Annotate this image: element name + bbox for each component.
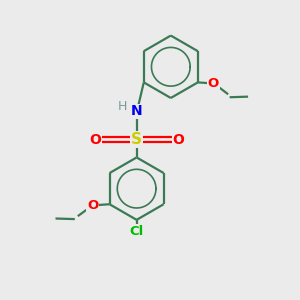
Text: N: N xyxy=(131,104,142,118)
Text: Cl: Cl xyxy=(130,225,144,238)
Text: O: O xyxy=(172,133,184,147)
Text: S: S xyxy=(131,132,142,147)
Text: H: H xyxy=(118,100,127,113)
Text: O: O xyxy=(89,133,101,147)
Text: O: O xyxy=(208,77,219,90)
Text: O: O xyxy=(87,199,98,212)
